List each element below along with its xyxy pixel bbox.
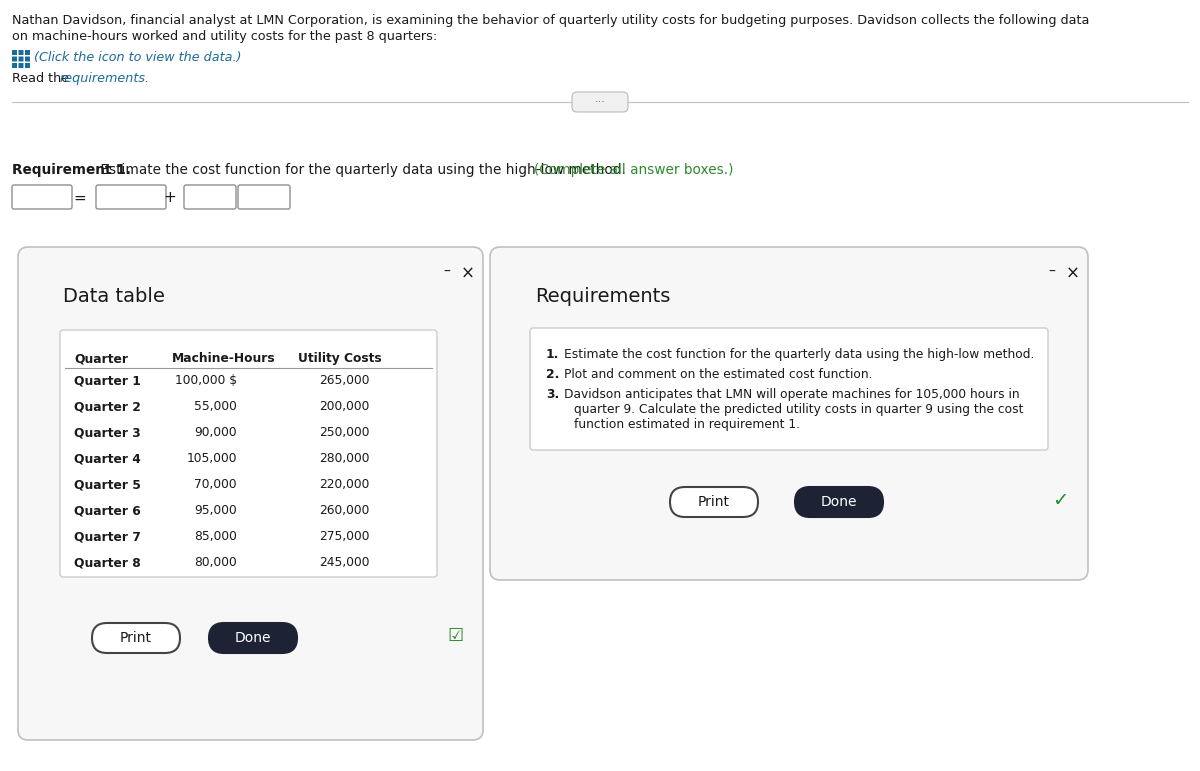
Text: Quarter 3: Quarter 3: [74, 426, 140, 439]
Text: 85,000: 85,000: [194, 530, 238, 543]
FancyBboxPatch shape: [238, 185, 290, 209]
Text: 95,000: 95,000: [194, 504, 238, 517]
Text: Done: Done: [235, 631, 271, 645]
Text: Quarter 2: Quarter 2: [74, 400, 140, 413]
FancyBboxPatch shape: [209, 623, 298, 653]
FancyBboxPatch shape: [572, 92, 628, 112]
Text: ···: ···: [594, 97, 606, 107]
Text: Print: Print: [120, 631, 152, 645]
Text: 280,000: 280,000: [319, 452, 370, 465]
FancyBboxPatch shape: [60, 330, 437, 577]
FancyBboxPatch shape: [12, 50, 17, 55]
Text: Quarter 4: Quarter 4: [74, 452, 140, 465]
Text: 260,000: 260,000: [319, 504, 370, 517]
FancyBboxPatch shape: [490, 247, 1088, 580]
Text: Estimate the cost function for the quarterly data using the high-low method.: Estimate the cost function for the quart…: [96, 163, 630, 177]
Text: 250,000: 250,000: [319, 426, 370, 439]
Text: =: =: [73, 190, 86, 206]
Text: 70,000: 70,000: [194, 478, 238, 491]
Text: 245,000: 245,000: [319, 556, 370, 569]
Text: Requirement 1.: Requirement 1.: [12, 163, 131, 177]
Text: 220,000: 220,000: [319, 478, 370, 491]
Text: Quarter 1: Quarter 1: [74, 374, 140, 387]
Text: Utility Costs: Utility Costs: [298, 352, 382, 365]
FancyBboxPatch shape: [25, 50, 30, 55]
Text: Print: Print: [698, 495, 730, 509]
FancyBboxPatch shape: [18, 63, 24, 68]
Text: Requirements: Requirements: [535, 287, 671, 306]
Text: Quarter 8: Quarter 8: [74, 556, 140, 569]
Text: Quarter 6: Quarter 6: [74, 504, 140, 517]
FancyBboxPatch shape: [184, 185, 236, 209]
Text: function estimated in requirement 1.: function estimated in requirement 1.: [574, 418, 800, 431]
Text: 275,000: 275,000: [319, 530, 370, 543]
Text: 265,000: 265,000: [319, 374, 370, 387]
Text: Plot and comment on the estimated cost function.: Plot and comment on the estimated cost f…: [564, 368, 872, 381]
Text: on machine-hours worked and utility costs for the past 8 quarters:: on machine-hours worked and utility cost…: [12, 30, 437, 43]
Text: Nathan Davidson, financial analyst at LMN Corporation, is examining the behavior: Nathan Davidson, financial analyst at LM…: [12, 14, 1090, 27]
Text: 3.: 3.: [546, 388, 559, 401]
Text: Quarter 5: Quarter 5: [74, 478, 140, 491]
Text: (Click the icon to view the data.): (Click the icon to view the data.): [34, 51, 241, 64]
FancyBboxPatch shape: [12, 185, 72, 209]
FancyBboxPatch shape: [92, 623, 180, 653]
Text: –: –: [443, 265, 450, 279]
Text: Data table: Data table: [64, 287, 164, 306]
FancyBboxPatch shape: [530, 328, 1048, 450]
Text: Davidson anticipates that LMN will operate machines for 105,000 hours in: Davidson anticipates that LMN will opera…: [564, 388, 1020, 401]
Text: +: +: [163, 190, 176, 206]
Text: (Complete all answer boxes.): (Complete all answer boxes.): [534, 163, 733, 177]
Text: ×: ×: [461, 265, 475, 283]
Text: ×: ×: [1066, 265, 1080, 283]
Text: requirements.: requirements.: [60, 72, 150, 85]
FancyBboxPatch shape: [670, 487, 758, 517]
Text: ☑: ☑: [446, 627, 463, 645]
Text: Machine-Hours: Machine-Hours: [172, 352, 276, 365]
Text: Estimate the cost function for the quarterly data using the high-low method.: Estimate the cost function for the quart…: [564, 348, 1034, 361]
FancyBboxPatch shape: [18, 247, 482, 740]
FancyBboxPatch shape: [12, 63, 17, 68]
Text: 105,000: 105,000: [186, 452, 238, 465]
FancyBboxPatch shape: [796, 487, 883, 517]
Text: Read the: Read the: [12, 72, 73, 85]
Text: quarter 9. Calculate the predicted utility costs in quarter 9 using the cost: quarter 9. Calculate the predicted utili…: [574, 403, 1024, 416]
FancyBboxPatch shape: [25, 56, 30, 62]
Text: 2.: 2.: [546, 368, 559, 381]
Text: ✓: ✓: [1052, 490, 1068, 510]
FancyBboxPatch shape: [25, 63, 30, 68]
Text: Quarter: Quarter: [74, 352, 128, 365]
Text: Done: Done: [821, 495, 857, 509]
Text: 100,000 $: 100,000 $: [175, 374, 238, 387]
FancyBboxPatch shape: [18, 56, 24, 62]
FancyBboxPatch shape: [96, 185, 166, 209]
FancyBboxPatch shape: [12, 56, 17, 62]
Text: 90,000: 90,000: [194, 426, 238, 439]
Text: 80,000: 80,000: [194, 556, 238, 569]
Text: 1.: 1.: [546, 348, 559, 361]
Text: –: –: [1048, 265, 1055, 279]
Text: Quarter 7: Quarter 7: [74, 530, 140, 543]
Text: 200,000: 200,000: [319, 400, 370, 413]
Text: 55,000: 55,000: [194, 400, 238, 413]
FancyBboxPatch shape: [18, 50, 24, 55]
